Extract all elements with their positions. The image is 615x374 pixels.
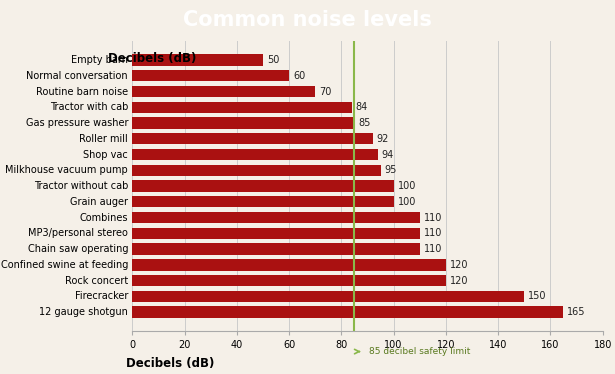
Text: 60: 60 (293, 71, 305, 81)
Text: 120: 120 (450, 260, 468, 270)
Text: Common noise levels: Common noise levels (183, 10, 432, 30)
Bar (132, 180, 394, 192)
Bar (132, 291, 524, 302)
Text: 110: 110 (424, 229, 442, 238)
Text: 150: 150 (528, 291, 547, 301)
Text: 100: 100 (397, 181, 416, 191)
Bar (132, 133, 373, 144)
Text: 165: 165 (568, 307, 586, 317)
Text: 110: 110 (424, 212, 442, 223)
Text: 94: 94 (382, 150, 394, 160)
Bar (132, 117, 354, 129)
Text: Decibels (dB): Decibels (dB) (108, 52, 197, 65)
Bar (132, 306, 563, 318)
Bar (132, 243, 419, 255)
Bar (132, 275, 446, 286)
Text: 84: 84 (355, 102, 368, 112)
Bar (132, 149, 378, 160)
Text: 100: 100 (397, 197, 416, 207)
Text: 110: 110 (424, 244, 442, 254)
Text: 85: 85 (359, 118, 371, 128)
Bar (132, 212, 419, 223)
Text: 70: 70 (319, 86, 331, 96)
Text: 85 decibel safety limit: 85 decibel safety limit (368, 347, 470, 356)
Bar (132, 165, 381, 176)
Bar (132, 102, 352, 113)
Text: 95: 95 (384, 165, 397, 175)
Bar (132, 54, 263, 66)
Bar (132, 70, 289, 82)
Text: 50: 50 (267, 55, 279, 65)
Text: Decibels (dB): Decibels (dB) (126, 357, 215, 370)
Bar (132, 196, 394, 208)
Text: 92: 92 (376, 134, 389, 144)
Bar (132, 259, 446, 270)
Text: 120: 120 (450, 276, 468, 286)
Bar (132, 86, 315, 97)
Bar (132, 228, 419, 239)
